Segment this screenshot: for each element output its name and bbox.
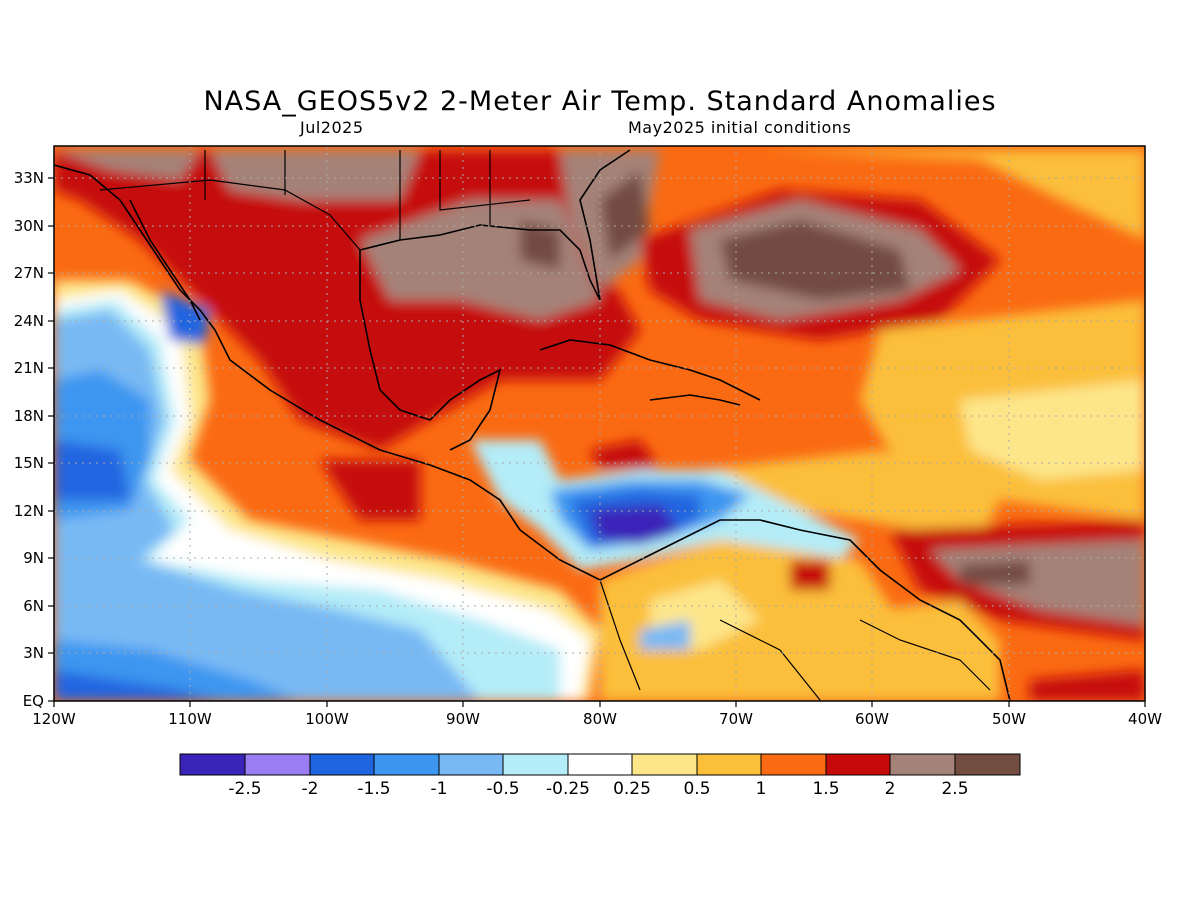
lat-tick: 6N	[23, 597, 44, 615]
colorbar-label: 1.5	[812, 779, 839, 799]
lon-tick: 80W	[583, 710, 617, 728]
lon-tick: 90W	[446, 710, 480, 728]
lon-tick: 40W	[1128, 710, 1162, 728]
colorbar-swatch	[309, 753, 375, 776]
axis-ticks	[48, 177, 1146, 707]
colorbar-swatch	[244, 753, 311, 776]
colorbar-label: -0.5	[486, 779, 519, 799]
grid-lines	[54, 146, 1145, 701]
colorbar-label: -1.5	[357, 779, 390, 799]
lat-tick: 12N	[14, 502, 44, 520]
colorbar-label: 2	[885, 779, 896, 799]
colorbar-swatch	[438, 753, 504, 776]
colorbar-swatch	[825, 753, 891, 776]
lon-tick: 60W	[855, 710, 889, 728]
colorbar-labels: -2.5 -2 -1.5 -1 -0.5 -0.25 0.25 0.5 1 1.…	[228, 779, 968, 799]
colorbar-label: 0.5	[683, 779, 710, 799]
colorbar-label: 0.25	[613, 779, 651, 799]
colorbar-label: -1	[431, 779, 448, 799]
lat-tick: 24N	[14, 312, 44, 330]
lat-tick: EQ	[23, 692, 44, 710]
lon-tick: 100W	[305, 710, 349, 728]
lat-tick-labels: 33N 30N 27N 24N 21N 18N 15N 12N 9N 6N 3N…	[14, 169, 44, 710]
colorbar-label: 2.5	[941, 779, 968, 799]
forecast-month: Jul2025	[300, 118, 364, 137]
lat-tick: 18N	[14, 407, 44, 425]
colorbar-swatch	[760, 753, 827, 776]
colorbar-swatch	[696, 753, 762, 776]
borders	[99, 150, 991, 701]
lat-tick: 33N	[14, 169, 44, 187]
lat-tick: 30N	[14, 217, 44, 235]
colorbar-label: 1	[756, 779, 767, 799]
colorbar-label: -2.5	[228, 779, 261, 799]
colorbar-label: -2	[302, 779, 319, 799]
colorbar-swatch	[179, 753, 246, 776]
lon-tick: 120W	[32, 710, 76, 728]
lat-tick: 27N	[14, 264, 44, 282]
map-title: NASA_GEOS5v2 2-Meter Air Temp. Standard …	[203, 86, 997, 117]
lon-tick: 50W	[992, 710, 1026, 728]
colorbar-swatch	[954, 753, 1021, 776]
colorbar-swatch	[373, 753, 440, 776]
colorbar-swatch	[502, 753, 569, 776]
coastlines	[54, 149, 1011, 701]
colorbar-label: -0.25	[546, 779, 590, 799]
anomaly-field	[54, 146, 1145, 701]
lon-tick: 110W	[168, 710, 212, 728]
lat-tick: 3N	[23, 644, 44, 662]
lat-tick: 21N	[14, 359, 44, 377]
lon-tick-labels: 120W 110W 100W 90W 80W 70W 60W 50W 40W	[32, 710, 1162, 728]
colorbar-swatch	[889, 753, 956, 776]
lat-tick: 15N	[14, 454, 44, 472]
lat-tick: 9N	[23, 549, 44, 567]
colorbar-swatch	[631, 753, 698, 776]
colorbar-swatch	[567, 753, 633, 776]
initial-conditions: May2025 initial conditions	[628, 118, 852, 137]
lon-tick: 70W	[719, 710, 753, 728]
colorbar	[179, 753, 1021, 776]
